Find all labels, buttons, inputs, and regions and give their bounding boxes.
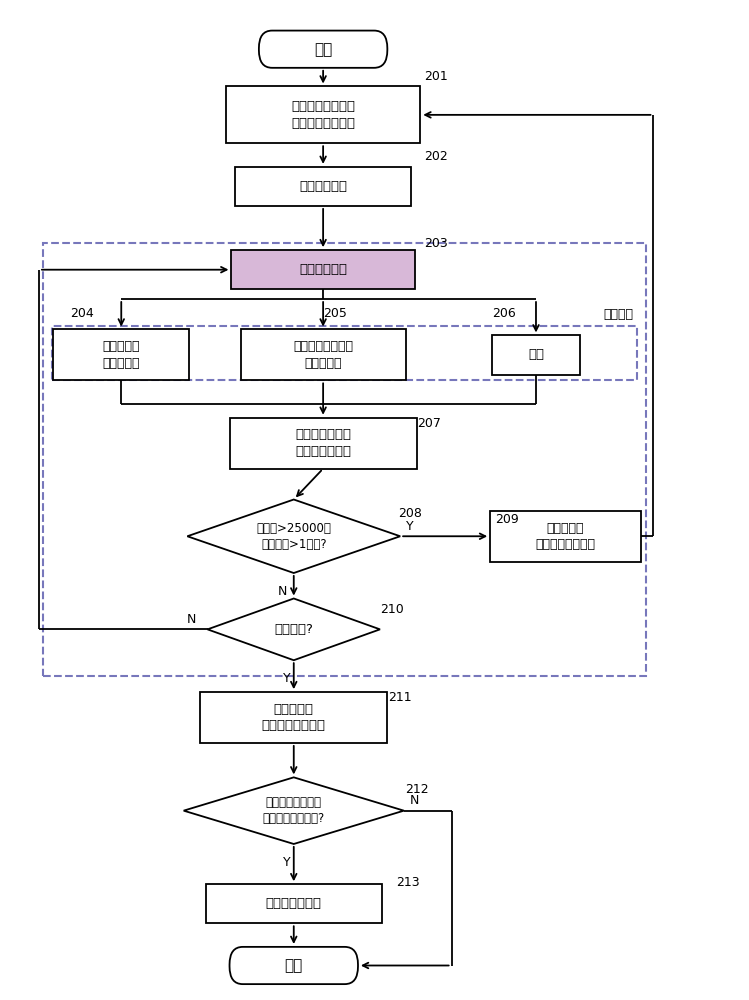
Text: 保存并关闭
当前数据记录文件: 保存并关闭 当前数据记录文件: [261, 703, 326, 732]
Text: 201: 201: [425, 70, 448, 83]
Text: 207: 207: [417, 417, 441, 430]
FancyBboxPatch shape: [235, 167, 411, 206]
Text: 保存并关闭
当前数据记录文件: 保存并关闭 当前数据记录文件: [536, 522, 595, 551]
FancyBboxPatch shape: [226, 86, 420, 143]
Text: 按记录格式组装
数据并写入文件: 按记录格式组装 数据并写入文件: [295, 428, 351, 458]
FancyBboxPatch shape: [53, 329, 189, 380]
Text: 按当前日期、时间
创建数据记录文件: 按当前日期、时间 创建数据记录文件: [291, 100, 355, 130]
Text: 等待事件发生: 等待事件发生: [299, 263, 347, 276]
FancyBboxPatch shape: [240, 329, 406, 380]
Text: Y: Y: [282, 856, 290, 869]
Text: 删除空记录文件: 删除空记录文件: [266, 897, 322, 910]
Text: 208: 208: [398, 507, 422, 520]
FancyBboxPatch shape: [229, 947, 358, 984]
FancyBboxPatch shape: [229, 418, 416, 469]
Text: 205: 205: [323, 307, 347, 320]
Text: 超时: 超时: [528, 348, 544, 361]
FancyBboxPatch shape: [490, 511, 640, 562]
Text: 203: 203: [425, 237, 448, 250]
Text: 202: 202: [425, 150, 448, 163]
FancyBboxPatch shape: [200, 692, 387, 743]
Text: 用户改变监控界面
的开关状态: 用户改变监控界面 的开关状态: [293, 340, 353, 370]
Text: 事件结构: 事件结构: [604, 308, 634, 321]
FancyBboxPatch shape: [206, 884, 382, 923]
Text: 206: 206: [492, 307, 516, 320]
Text: N: N: [277, 585, 287, 598]
Text: 213: 213: [396, 876, 420, 889]
Text: 开始: 开始: [314, 42, 333, 57]
Text: 定义记录格式: 定义记录格式: [299, 180, 347, 193]
Text: 209: 209: [496, 513, 519, 526]
Text: 210: 210: [380, 603, 404, 616]
Text: N: N: [187, 613, 196, 626]
Text: 211: 211: [388, 691, 411, 704]
Text: 接收到有效
通讯数据帧: 接收到有效 通讯数据帧: [103, 340, 140, 370]
FancyBboxPatch shape: [492, 335, 580, 375]
Polygon shape: [207, 598, 380, 660]
Text: 工作结束?: 工作结束?: [274, 623, 313, 636]
Polygon shape: [184, 777, 404, 844]
Text: Y: Y: [282, 672, 290, 685]
Text: 检查单次上电历史
文件是否有空文件?: 检查单次上电历史 文件是否有空文件?: [263, 796, 325, 825]
Text: 记录数>25000或
记录时间>1小时?: 记录数>25000或 记录时间>1小时?: [256, 522, 331, 551]
Text: N: N: [410, 794, 419, 807]
FancyBboxPatch shape: [231, 250, 415, 289]
Text: 结束: 结束: [285, 958, 303, 973]
Polygon shape: [187, 500, 400, 573]
Text: 212: 212: [405, 783, 429, 796]
Text: Y: Y: [406, 520, 413, 533]
Text: 204: 204: [70, 307, 94, 320]
FancyBboxPatch shape: [259, 31, 387, 68]
